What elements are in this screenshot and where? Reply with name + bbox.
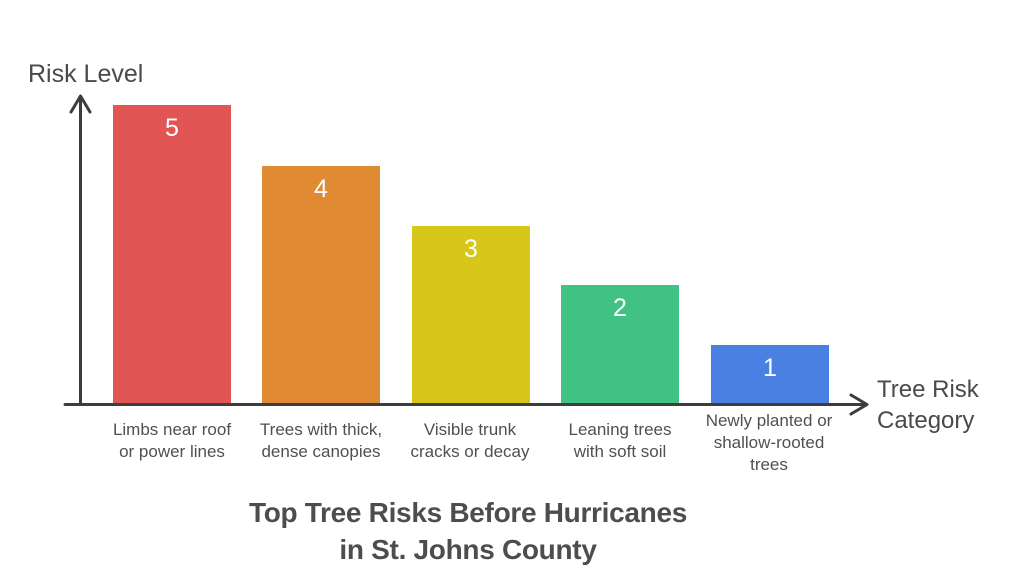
bar-leaning-trees: 2 [561,285,679,403]
x-axis-label: Tree Risk Category [877,376,979,434]
bar-value-label: 3 [464,235,478,263]
bar-value-label: 5 [165,114,179,142]
category-label: Visible trunk cracks or decay [410,420,530,461]
bar-newly-planted: 1 [711,345,829,403]
bar-limbs-near-roof: 5 [113,105,231,403]
category-label: Leaning trees with soft soil [568,420,672,461]
category-label: Newly planted or shallow-rooted trees [705,411,833,474]
bar-value-label: 1 [763,354,777,382]
bar-value-label: 2 [613,294,627,322]
bar-trunk-cracks: 3 [412,226,530,403]
category-label: Limbs near roof or power lines [112,420,232,461]
chart-title: Top Tree Risks Before Hurricanes in St. … [248,497,688,565]
category-label: Trees with thick, dense canopies [259,420,383,461]
bar-value-label: 4 [314,175,328,203]
y-axis-label: Risk Level [28,60,144,88]
bar-thick-canopies: 4 [262,166,380,403]
y-axis-arrow-icon [69,94,92,114]
